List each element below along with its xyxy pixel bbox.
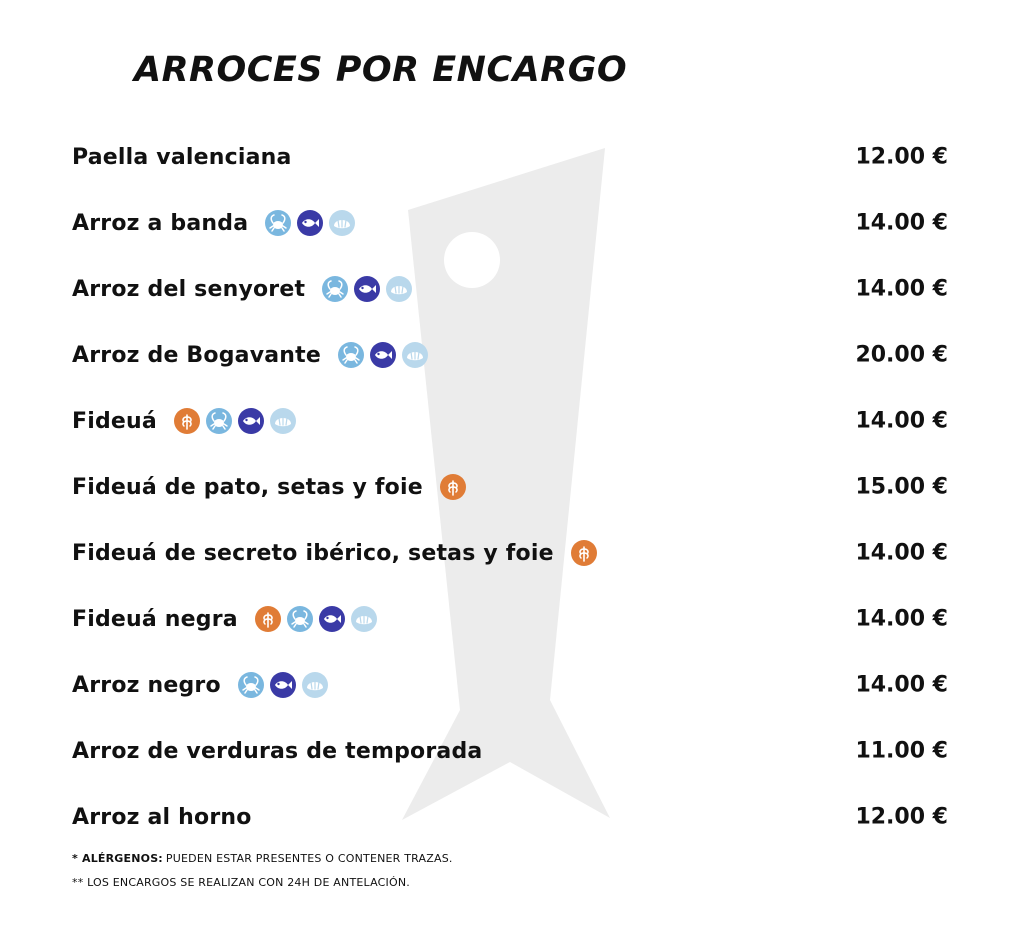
menu-item: Arroz negro 14.00 € bbox=[72, 652, 952, 718]
fish-icon bbox=[237, 407, 265, 435]
fish-icon bbox=[369, 341, 397, 369]
crustacean-icon bbox=[237, 671, 265, 699]
dish-name: Arroz al horno bbox=[72, 804, 252, 830]
menu-title: ARROCES POR ENCARGO bbox=[134, 50, 628, 90]
fish-icon bbox=[269, 671, 297, 699]
allergen-icons bbox=[264, 209, 356, 237]
dish-price: 12.00 € bbox=[855, 804, 948, 830]
mollusc-icon bbox=[269, 407, 297, 435]
allergen-note-prefix: * ALÉRGENOS: bbox=[72, 851, 163, 865]
dish-price: 14.00 € bbox=[855, 210, 948, 236]
mollusc-icon bbox=[385, 275, 413, 303]
dish-name: Arroz de verduras de temporada bbox=[72, 738, 483, 764]
allergen-icons bbox=[439, 473, 467, 501]
dish: Fideuá de pato, setas y foie bbox=[72, 473, 467, 501]
dish-price: 14.00 € bbox=[855, 540, 948, 566]
footnotes: * ALÉRGENOS: PUEDEN ESTAR PRESENTES O CO… bbox=[72, 846, 453, 894]
dish: Arroz a banda bbox=[72, 209, 356, 237]
dish: Arroz al horno bbox=[72, 805, 268, 830]
dish-name: Arroz de Bogavante bbox=[72, 342, 321, 368]
dish-price: 12.00 € bbox=[855, 144, 948, 170]
dish-price: 15.00 € bbox=[855, 474, 948, 500]
fish-icon bbox=[353, 275, 381, 303]
dish-name: Fideuá de secreto ibérico, setas y foie bbox=[72, 540, 554, 566]
crustacean-icon bbox=[321, 275, 349, 303]
fish-watermark-icon bbox=[402, 148, 610, 820]
gluten-icon bbox=[439, 473, 467, 501]
dish-price: 14.00 € bbox=[855, 408, 948, 434]
dish-name: Paella valenciana bbox=[72, 144, 292, 170]
gluten-icon bbox=[173, 407, 201, 435]
crustacean-icon bbox=[205, 407, 233, 435]
dish-price: 11.00 € bbox=[855, 738, 948, 764]
dish: Arroz del senyoret bbox=[72, 275, 413, 303]
dish-name: Fideuá bbox=[72, 408, 157, 434]
dish: Arroz de verduras de temporada bbox=[72, 739, 498, 764]
dish-name: Fideuá de pato, setas y foie bbox=[72, 474, 423, 500]
dish: Arroz de Bogavante bbox=[72, 341, 429, 369]
allergen-note: * ALÉRGENOS: PUEDEN ESTAR PRESENTES O CO… bbox=[72, 846, 453, 870]
dish: Arroz negro bbox=[72, 671, 329, 699]
fish-icon bbox=[296, 209, 324, 237]
dish-price: 14.00 € bbox=[855, 276, 948, 302]
dish: Paella valenciana bbox=[72, 145, 308, 170]
allergen-icons bbox=[570, 539, 598, 567]
menu-item: Fideuá 14.00 € bbox=[72, 388, 952, 454]
gluten-icon bbox=[254, 605, 282, 633]
dish-name: Arroz del senyoret bbox=[72, 276, 306, 302]
gluten-icon bbox=[570, 539, 598, 567]
fish-icon bbox=[318, 605, 346, 633]
allergen-icons bbox=[173, 407, 297, 435]
dish-price: 20.00 € bbox=[855, 342, 948, 368]
menu-item: Fideuá de secreto ibérico, setas y foie … bbox=[72, 520, 952, 586]
mollusc-icon bbox=[350, 605, 378, 633]
menu-list: Paella valenciana 12.00 € Arroz a banda … bbox=[72, 124, 952, 850]
menu-item: Arroz a banda 14.00 € bbox=[72, 190, 952, 256]
menu-item: Fideuá negra 14.00 € bbox=[72, 586, 952, 652]
dish-name: Arroz negro bbox=[72, 672, 221, 698]
dish-name: Arroz a banda bbox=[72, 210, 249, 236]
allergen-icons bbox=[337, 341, 429, 369]
crustacean-icon bbox=[286, 605, 314, 633]
menu-item: Fideuá de pato, setas y foie 15.00 € bbox=[72, 454, 952, 520]
orders-note: ** LOS ENCARGOS SE REALIZAN CON 24H DE A… bbox=[72, 875, 410, 889]
dish: Fideuá de secreto ibérico, setas y foie bbox=[72, 539, 598, 567]
dish: Fideuá bbox=[72, 407, 297, 435]
allergen-icons bbox=[254, 605, 378, 633]
mollusc-icon bbox=[401, 341, 429, 369]
menu-item: Arroz del senyoret 14.00 € bbox=[72, 256, 952, 322]
crustacean-icon bbox=[264, 209, 292, 237]
dish-price: 14.00 € bbox=[855, 606, 948, 632]
mollusc-icon bbox=[328, 209, 356, 237]
dish-name: Fideuá negra bbox=[72, 606, 238, 632]
menu-item: Arroz de Bogavante 20.00 € bbox=[72, 322, 952, 388]
menu-item: Paella valenciana 12.00 € bbox=[72, 124, 952, 190]
allergen-icons bbox=[237, 671, 329, 699]
mollusc-icon bbox=[301, 671, 329, 699]
allergen-note-text: PUEDEN ESTAR PRESENTES O CONTENER TRAZAS… bbox=[165, 851, 453, 865]
menu-item: Arroz al horno 12.00 € bbox=[72, 784, 952, 850]
dish: Fideuá negra bbox=[72, 605, 378, 633]
menu-item: Arroz de verduras de temporada 11.00 € bbox=[72, 718, 952, 784]
crustacean-icon bbox=[337, 341, 365, 369]
allergen-icons bbox=[321, 275, 413, 303]
dish-price: 14.00 € bbox=[855, 672, 948, 698]
